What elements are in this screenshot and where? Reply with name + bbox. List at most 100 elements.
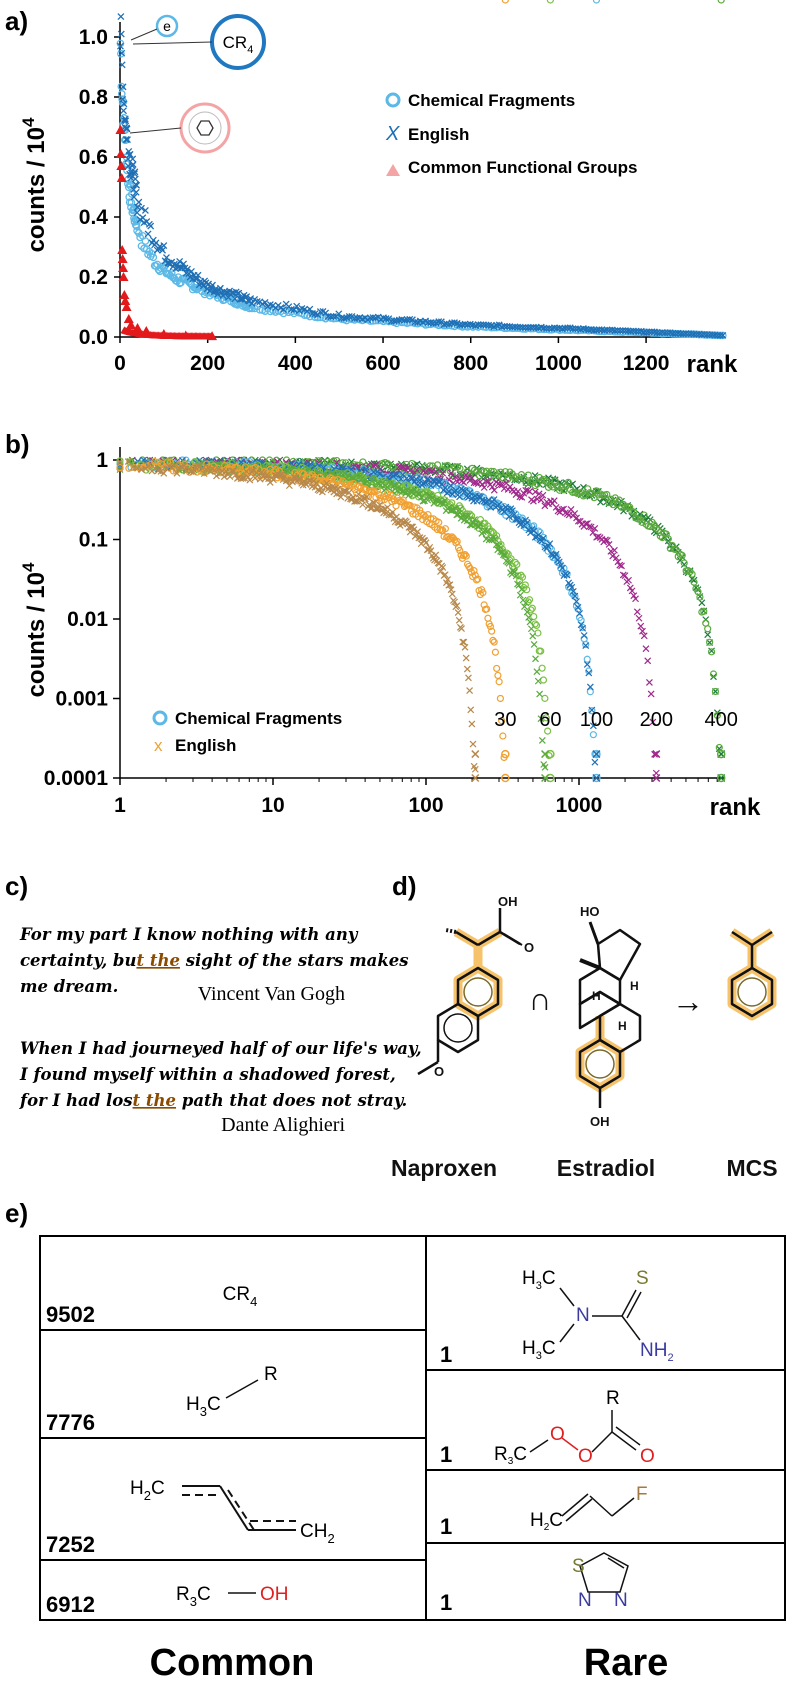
panel-b-ylabel: counts / 104 — [19, 562, 50, 697]
english-point — [430, 319, 437, 327]
panel-b-point — [706, 638, 714, 646]
common-formula-2-r: R — [264, 1364, 278, 1385]
panel-b-point — [589, 529, 597, 537]
english-point — [603, 326, 611, 334]
panel-b-point — [618, 562, 625, 570]
panel-b-point — [526, 488, 533, 495]
english-point — [411, 318, 419, 326]
rare-n: N — [576, 1305, 590, 1326]
panel-b-point — [482, 498, 489, 506]
english-point — [129, 161, 137, 168]
panel-b-point — [574, 603, 582, 611]
panel-b-point — [539, 676, 548, 684]
panel-b-point — [531, 488, 539, 496]
panel-b-point — [393, 470, 401, 478]
panel-b-point — [496, 694, 504, 703]
english-point — [122, 117, 130, 125]
panel-b-point — [563, 570, 571, 578]
panel-b-point — [397, 475, 405, 483]
functional-point — [118, 272, 129, 281]
panel-b-point — [555, 558, 563, 566]
english-point — [716, 331, 724, 339]
panel-b-point — [525, 614, 533, 621]
panel-b-point — [222, 467, 230, 475]
panel-b-point — [486, 622, 495, 631]
functional-point — [116, 173, 127, 182]
english-point — [345, 312, 353, 320]
english-point — [493, 321, 501, 329]
panel-b-point — [480, 484, 488, 491]
panel-b-series-label: 200 — [640, 709, 673, 731]
estradiol-h2: H — [630, 979, 639, 993]
panel-b-point — [233, 464, 241, 472]
panel-b-point — [569, 587, 577, 595]
annotation-cr4-label: CR4 — [223, 33, 254, 56]
panel-b-point — [318, 488, 326, 496]
english-point — [635, 327, 643, 335]
panel-b-point — [471, 765, 479, 773]
panel-b-point — [495, 542, 503, 550]
english-point — [595, 326, 603, 334]
panel-b-series-label: 400 — [705, 709, 738, 731]
panel-b-point — [422, 489, 430, 497]
panel-b-point — [523, 519, 531, 527]
panel-b-point — [422, 539, 430, 547]
panel-e-label: e) — [5, 1198, 28, 1228]
panel-b-point — [490, 638, 498, 646]
panel-b-point — [535, 531, 542, 539]
panel-b-point — [116, 464, 124, 472]
panel-b-point — [451, 598, 459, 606]
panel-b-point — [558, 564, 566, 572]
english-point — [261, 298, 269, 306]
panel-b-point — [226, 473, 234, 481]
panel-b-point — [709, 670, 718, 678]
panel-b-point — [204, 464, 212, 471]
panel-b-point — [538, 664, 546, 672]
panel-b-point — [409, 510, 417, 518]
chem-point — [300, 311, 309, 319]
panel-b-point — [494, 671, 502, 680]
legend-chem-marker — [385, 92, 401, 108]
panel-a-ytick-label: 1.0 — [79, 26, 108, 49]
panel-b-point — [609, 501, 617, 509]
panel-b-point — [476, 520, 484, 528]
panel-b-point — [534, 629, 542, 637]
panel-b-xtick-label: 10 — [261, 794, 284, 817]
panel-b-point — [450, 484, 458, 492]
english-point — [330, 312, 337, 320]
panel-b-point — [490, 467, 498, 476]
rare-count-3: 1 — [440, 1514, 452, 1539]
english-point — [690, 330, 698, 338]
chem-point — [121, 136, 130, 145]
panel-b-point — [324, 467, 332, 475]
panel-b-floor-point — [471, 750, 480, 759]
panel-b-point — [358, 474, 366, 482]
english-point — [648, 328, 656, 336]
panel-b-floor-point — [471, 773, 480, 783]
panel-b-point — [466, 687, 474, 694]
panel-b-series-label: 30 — [494, 709, 516, 731]
panel-b-floor-point — [541, 750, 550, 759]
english-point — [477, 321, 485, 329]
english-point — [188, 267, 195, 275]
panel-b-point — [441, 571, 449, 579]
english-point — [366, 314, 374, 322]
panel-b-point — [488, 627, 496, 635]
panel-b-ytick-label: 0.01 — [67, 608, 108, 631]
panel-b-point — [446, 581, 454, 589]
panel-b-point — [465, 674, 472, 682]
english-point — [134, 203, 141, 211]
english-point — [508, 323, 516, 331]
quote1-line3: me dream. — [20, 977, 118, 996]
panel-b-point — [505, 513, 513, 521]
panel-b-point — [211, 466, 218, 474]
english-point — [485, 321, 493, 329]
functional-point — [115, 125, 126, 134]
english-point — [123, 125, 131, 133]
annotation-benzene-circle — [179, 102, 231, 154]
panel-b-point — [512, 491, 520, 498]
english-point — [144, 230, 152, 238]
panel-a-label: a) — [5, 6, 28, 36]
panel-b-point — [469, 740, 477, 748]
panel-b-point — [491, 535, 499, 543]
